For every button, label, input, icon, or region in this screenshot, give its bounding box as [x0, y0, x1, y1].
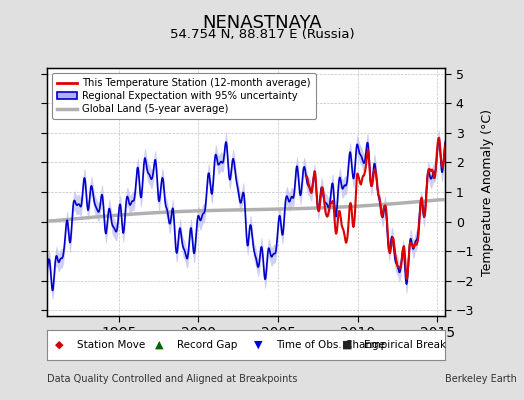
Text: Data Quality Controlled and Aligned at Breakpoints: Data Quality Controlled and Aligned at B… [47, 374, 298, 384]
Legend: This Temperature Station (12-month average), Regional Expectation with 95% uncer: This Temperature Station (12-month avera… [52, 73, 315, 119]
Text: ▲: ▲ [155, 340, 163, 350]
Text: 54.754 N, 88.817 E (Russia): 54.754 N, 88.817 E (Russia) [170, 28, 354, 41]
Y-axis label: Temperature Anomaly (°C): Temperature Anomaly (°C) [481, 108, 494, 276]
Text: Empirical Break: Empirical Break [364, 340, 446, 350]
Text: ■: ■ [342, 340, 352, 350]
Text: Berkeley Earth: Berkeley Earth [445, 374, 517, 384]
Text: ◆: ◆ [55, 340, 63, 350]
Text: NENASTNAYA: NENASTNAYA [202, 14, 322, 32]
Text: Record Gap: Record Gap [177, 340, 237, 350]
Text: Time of Obs. Change: Time of Obs. Change [276, 340, 385, 350]
Text: Station Move: Station Move [77, 340, 145, 350]
Text: ▼: ▼ [254, 340, 263, 350]
